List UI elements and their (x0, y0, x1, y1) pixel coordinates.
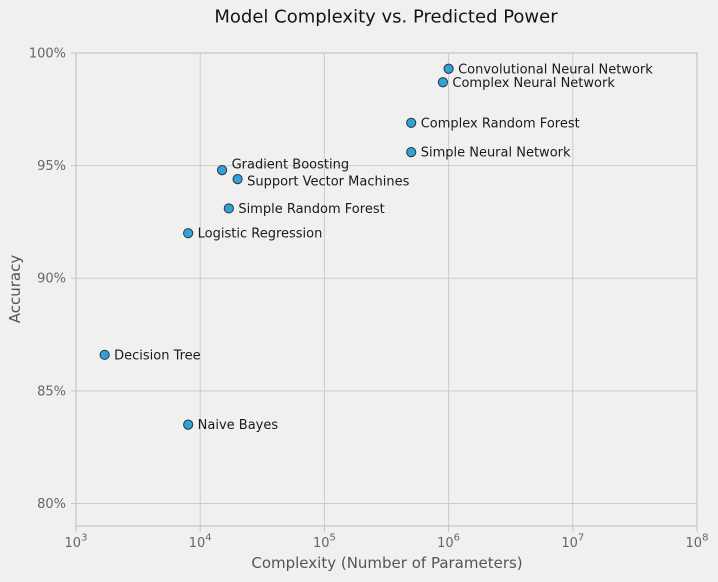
data-point (406, 117, 417, 128)
x-tick-label: 104 (189, 533, 212, 552)
point-label: Decision Tree (114, 348, 201, 363)
data-point (437, 77, 449, 88)
x-tick-label: 106 (437, 533, 460, 552)
point-label: Logistic Regression (198, 227, 323, 242)
y-tick-label: 85% (37, 384, 66, 399)
point-label: Complex Random Forest (421, 116, 580, 131)
data-point (443, 63, 454, 74)
y-tick-label: 90% (37, 272, 66, 287)
x-tick-label: 107 (561, 533, 584, 552)
plot-generated-content: 103 104 105 106 107 108 100% 95% 90% 85% 80% Convol… (29, 47, 709, 552)
point-label: Convolutional Neural Network (458, 62, 653, 77)
x-axis-label: Complexity (Number of Parameters) (251, 554, 523, 572)
data-point (216, 165, 228, 176)
data-point (232, 174, 243, 185)
point-label: Naive Bayes (198, 418, 279, 433)
x-tick-label: 103 (65, 533, 88, 552)
chart-title: Model Complexity vs. Predicted Power (214, 6, 558, 28)
point-label: Support Vector Machines (247, 175, 409, 190)
y-tick-label: 100% (29, 47, 66, 62)
point-label: Simple Neural Network (421, 146, 571, 161)
data-point (406, 147, 417, 158)
y-axis-label: Accuracy (6, 254, 24, 324)
data-point (99, 349, 110, 360)
data-point (183, 419, 194, 430)
data-point (183, 228, 194, 239)
point-label: Simple Random Forest (238, 202, 384, 217)
point-label: Gradient Boosting (232, 158, 350, 173)
point-label: Complex Neural Network (452, 76, 615, 91)
y-tick-label: 95% (37, 159, 66, 174)
plot-border (75, 52, 698, 527)
y-tick-label: 80% (37, 497, 66, 512)
data-point (223, 203, 234, 214)
x-tick-label: 105 (313, 533, 336, 552)
x-tick-label: 108 (686, 533, 709, 552)
